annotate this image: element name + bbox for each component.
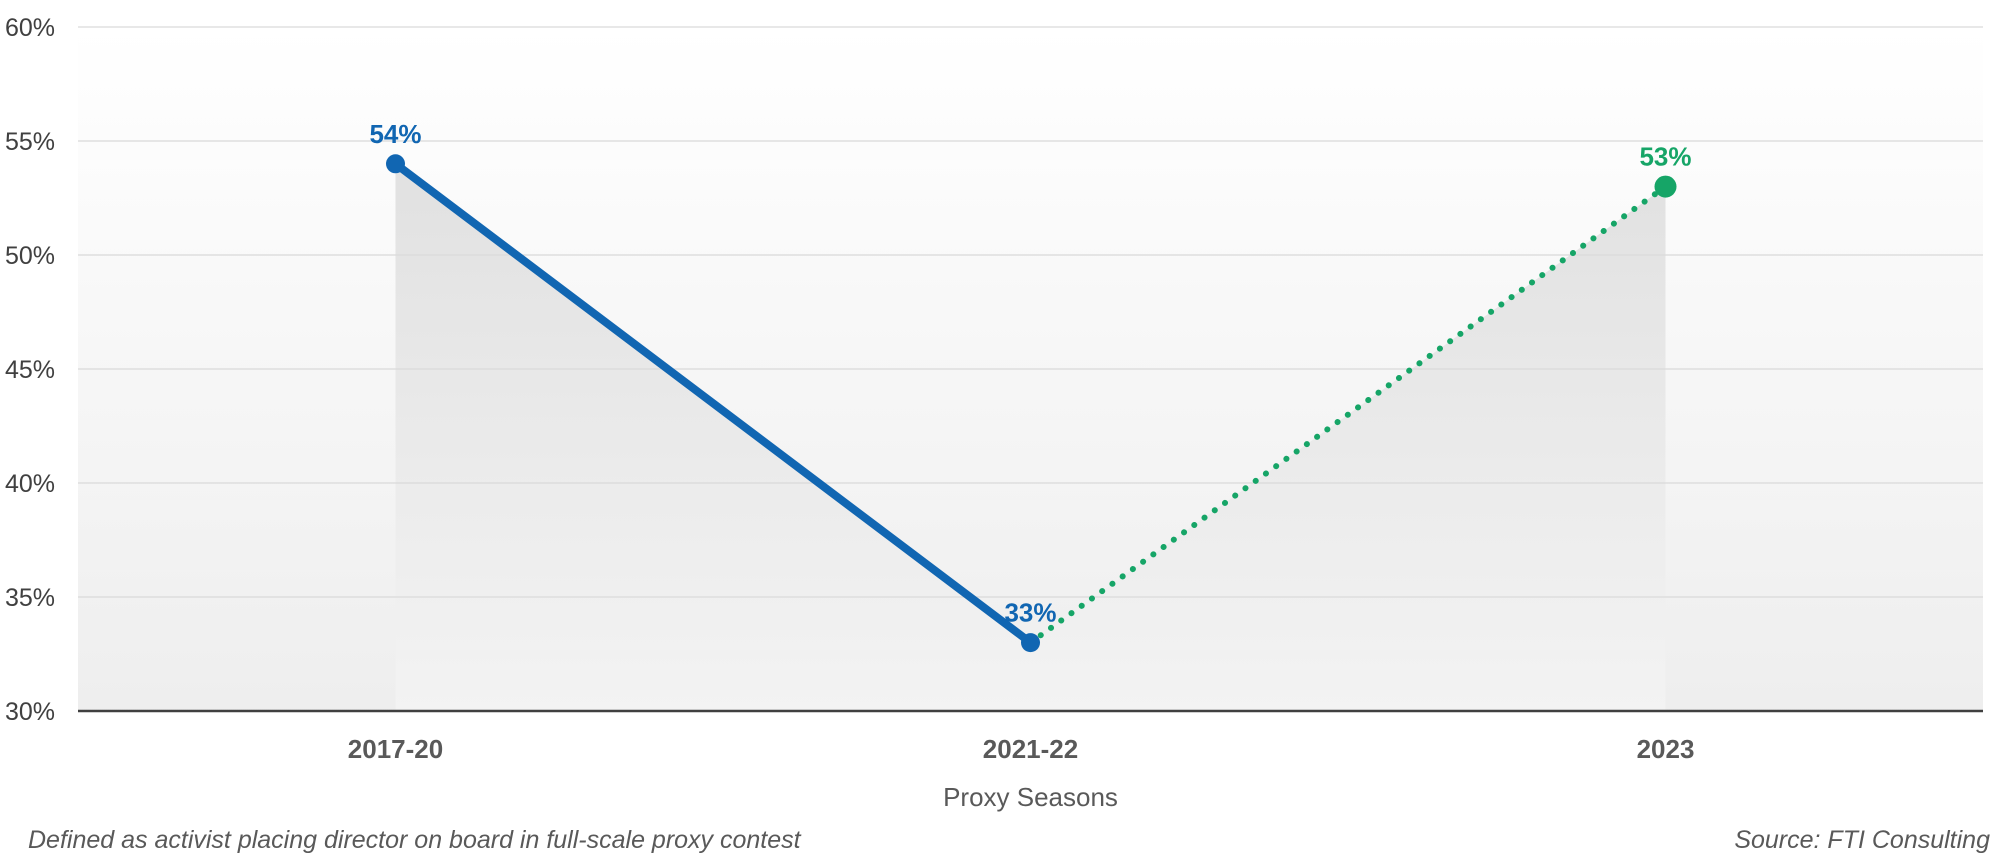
x-axis-title: Proxy Seasons <box>943 782 1118 812</box>
y-axis-tick-label: 55% <box>5 128 55 156</box>
area-fill <box>395 163 1666 712</box>
series-line-solid <box>391 159 1035 647</box>
x-axis-category-label: 2023 <box>1637 734 1695 764</box>
data-label: 54% <box>369 119 421 149</box>
y-axis-tick-label: 30% <box>5 698 55 726</box>
data-label: 53% <box>1639 142 1691 172</box>
chart-footnote: Defined as activist placing director on … <box>28 826 801 854</box>
data-label: 33% <box>1004 598 1056 628</box>
y-axis-tick-label: 60% <box>5 14 55 42</box>
x-axis-category-label: 2021-22 <box>983 734 1078 764</box>
y-axis-tick-label: 35% <box>5 584 55 612</box>
y-axis-tick-label: 45% <box>5 356 55 384</box>
y-axis-tick-label: 40% <box>5 470 55 498</box>
x-axis-category-label: 2017-20 <box>348 734 443 764</box>
data-point <box>1654 175 1677 198</box>
data-point <box>386 154 405 174</box>
series-line-dotted <box>1027 183 1669 646</box>
line-chart: 30% 35% 40% 45% 50% 55% 60% 54% 33% 53% 2017-20 202… <box>5 14 1983 812</box>
source-credit: Source: FTI Consulting <box>1734 826 1990 854</box>
y-axis-tick-label: 50% <box>5 242 55 270</box>
data-point <box>1021 633 1040 653</box>
